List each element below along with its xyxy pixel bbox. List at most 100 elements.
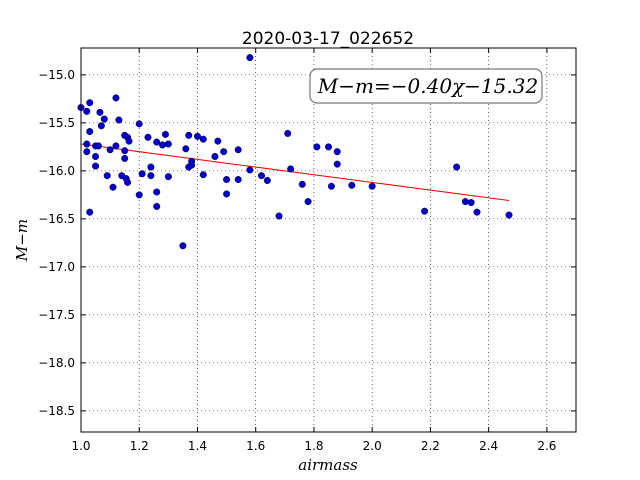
x-tick-label: 1.2 — [130, 439, 149, 453]
data-point — [153, 138, 161, 146]
data-point — [453, 163, 461, 171]
data-point — [159, 141, 167, 149]
data-point — [179, 242, 187, 250]
y-tick-label: −18.0 — [38, 356, 75, 370]
data-point — [153, 188, 161, 196]
data-point — [109, 183, 117, 191]
data-point — [220, 148, 228, 156]
data-point — [263, 176, 271, 184]
x-tick-label: 2.4 — [479, 439, 498, 453]
points-layer — [77, 54, 513, 250]
fit-line — [80, 143, 510, 201]
grid-layer — [80, 48, 576, 432]
data-point — [348, 181, 356, 189]
data-point — [138, 170, 146, 178]
data-point — [211, 152, 219, 160]
data-point — [182, 145, 190, 153]
data-point — [144, 133, 152, 141]
data-point — [461, 198, 469, 206]
data-point — [275, 212, 283, 220]
x-tick-label: 1.0 — [71, 439, 90, 453]
data-point — [246, 54, 254, 62]
x-axis-label: airmass — [298, 456, 358, 474]
y-tick-label: −15.0 — [38, 68, 75, 82]
data-point — [234, 176, 242, 184]
y-tick-label: −17.0 — [38, 260, 75, 274]
data-point — [284, 129, 292, 137]
plot-frame — [80, 47, 577, 433]
y-tick-label: −16.0 — [38, 164, 75, 178]
data-point — [100, 115, 108, 123]
data-point — [83, 107, 91, 115]
data-point — [304, 198, 312, 206]
data-point — [106, 146, 114, 154]
data-point — [467, 199, 475, 207]
data-point — [161, 130, 169, 138]
x-tick-label: 2.6 — [537, 439, 556, 453]
x-tick-label: 1.4 — [188, 439, 207, 453]
ticks-layer: 1.0 1.2 1.4 1.6 1.8 2.0 2.2 2.4 2.6 −15.0 −15.5 −16… — [38, 48, 576, 453]
data-point — [258, 172, 266, 180]
data-point — [333, 160, 341, 168]
fit-equation-box: M−m=−0.40χ−15.32 — [309, 68, 543, 104]
data-point — [223, 176, 231, 184]
data-point — [92, 162, 100, 170]
y-tick-label: −18.5 — [38, 404, 75, 418]
y-tick-label: −17.5 — [38, 308, 75, 322]
x-tick-label: 1.6 — [246, 439, 265, 453]
data-point — [327, 182, 335, 190]
fit-equation: M−m=−0.40χ−15.32 — [317, 74, 538, 98]
x-tick-label: 1.8 — [304, 439, 323, 453]
data-point — [153, 202, 161, 210]
data-point — [234, 146, 242, 154]
data-point — [112, 142, 120, 150]
data-point — [164, 140, 172, 148]
data-point — [147, 172, 155, 180]
y-tick-label: −16.5 — [38, 212, 75, 226]
data-point — [96, 108, 104, 116]
data-point — [135, 120, 143, 128]
data-point — [333, 148, 341, 156]
x-tick-label: 2.0 — [363, 439, 382, 453]
y-tick-label: −15.5 — [38, 116, 75, 130]
data-point — [313, 143, 321, 151]
data-point — [246, 166, 254, 174]
data-point — [199, 171, 207, 179]
data-point — [124, 178, 132, 186]
fit-equation-frame — [309, 68, 543, 104]
data-point — [86, 208, 94, 216]
data-point — [135, 191, 143, 199]
data-point — [94, 142, 102, 150]
data-point — [86, 128, 94, 136]
data-point — [298, 180, 306, 188]
fit-layer — [80, 143, 510, 201]
data-point — [193, 132, 201, 140]
data-point — [164, 173, 172, 181]
data-point — [112, 94, 120, 102]
data-point — [125, 137, 133, 145]
data-point — [121, 147, 129, 155]
data-point — [103, 172, 111, 180]
data-point — [147, 163, 155, 171]
x-tick-label: 2.2 — [421, 439, 440, 453]
data-point — [214, 137, 222, 145]
data-point — [287, 165, 295, 173]
data-point — [121, 154, 129, 162]
data-point — [97, 122, 105, 130]
data-point — [368, 182, 376, 190]
y-axis-label: M−m — [13, 219, 31, 262]
data-point — [325, 143, 333, 151]
data-point — [83, 148, 91, 156]
data-point — [83, 140, 91, 148]
data-point — [115, 116, 123, 124]
data-point — [505, 211, 513, 219]
data-point — [199, 135, 207, 143]
data-point — [86, 99, 94, 107]
data-point — [421, 207, 429, 215]
data-point — [223, 190, 231, 198]
data-point — [188, 161, 196, 169]
data-point — [473, 208, 481, 216]
chart-title: 2020-03-17_022652 — [242, 29, 414, 49]
data-point — [92, 152, 100, 160]
